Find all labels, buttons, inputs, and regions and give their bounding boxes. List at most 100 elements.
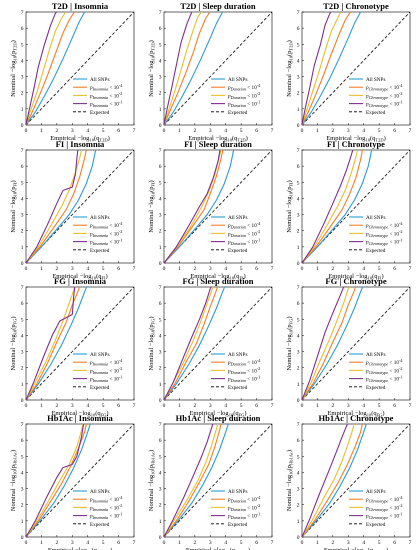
y-tick-label: 2 (21, 229, 24, 235)
legend-p: p (365, 514, 369, 520)
x-label-mid: (q (95, 410, 101, 417)
x-label-end: ) (382, 273, 384, 280)
series-line-all (302, 150, 373, 263)
x-label-sub: 10 (89, 138, 94, 143)
x-tick-label: 0 (25, 540, 28, 546)
data-lines (26, 424, 134, 537)
series-line-t1 (26, 287, 76, 400)
legend-p: p (365, 505, 369, 511)
expected-line (26, 287, 134, 400)
legend-cmp: < 10 (108, 360, 119, 366)
legend-label: pDuration < 10-4 (227, 221, 261, 230)
x-tick-label: 5 (240, 540, 243, 546)
legend-var: Chronotype (369, 507, 389, 512)
legend-cmp: < 10 (388, 497, 399, 503)
x-tick-label: 2 (193, 540, 196, 546)
legend-label: pDuration < 10-4 (227, 495, 261, 504)
legend-label: pInsomnia < 10-1 (89, 99, 122, 108)
y-tick-label: 3 (297, 350, 300, 356)
x-tick-label: 7 (133, 128, 136, 134)
y-tick-label: 0 (159, 123, 162, 129)
y-label-mid: (p (10, 324, 17, 329)
x-tick-label: 7 (271, 540, 274, 546)
legend-cmp: < 10 (108, 497, 119, 503)
x-label-sub2: FI (101, 276, 106, 281)
legend-p: p (365, 93, 369, 99)
y-label-sub2: FI (13, 182, 18, 187)
x-tick-label: 4 (86, 403, 89, 409)
legend-exp: -1 (119, 99, 123, 104)
x-label-mid: (q (234, 273, 240, 280)
x-tick-label: 7 (271, 266, 274, 272)
y-tick-label: 3 (21, 213, 24, 219)
y-label-end: ) (286, 40, 293, 42)
series-line-t2 (302, 12, 342, 125)
x-tick-label: 2 (55, 403, 58, 409)
series-line-t1 (26, 12, 58, 125)
x-tick-label: 7 (409, 540, 412, 546)
qq-panel-8: FG | Sleep duration 00 1 1 2 2 3 3 4 4 5 5 6 6 7 7 All S… (148, 276, 274, 418)
y-axis-label: Nominal −log10(pFG) (10, 316, 18, 370)
legend-var: Insomnia (92, 378, 109, 383)
expected-line (164, 424, 272, 537)
x-tick-label: 2 (331, 128, 334, 134)
y-tick-label: 2 (21, 91, 24, 97)
legend-label: pDuration < 10-1 (227, 237, 260, 246)
expected-line (302, 424, 410, 537)
x-label-mid: (q (372, 273, 378, 280)
legend-var: Duration (230, 499, 246, 504)
y-label-sub: 10 (289, 329, 294, 334)
x-label-end: ) (106, 410, 108, 417)
x-tick-label: 0 (163, 128, 166, 134)
series-line-t4 (164, 150, 224, 263)
x-label-sub: 10 (368, 276, 373, 281)
series-line-t4 (302, 424, 363, 537)
panel-title: T2D | Chronotype (323, 1, 389, 11)
y-tick-label: 0 (297, 535, 300, 541)
y-tick-label: 6 (21, 26, 24, 32)
x-tick-label: 0 (163, 266, 166, 272)
legend-exp: -1 (399, 374, 403, 379)
x-tick-label: 3 (209, 266, 212, 272)
x-label-main: Empirical −log (326, 135, 366, 142)
data-lines (164, 424, 272, 537)
legend-p: p (365, 240, 369, 246)
x-label-end: ) (246, 135, 248, 142)
legend-exp: -4 (399, 221, 403, 226)
y-tick-label: 3 (159, 487, 162, 493)
legend-label: pChronotype < 10-4 (365, 221, 403, 230)
y-axis-label: Nominal −log10(pT2D) (10, 40, 18, 97)
legend-label: Expected (90, 522, 110, 528)
legend-cmp: < 10 (388, 377, 399, 383)
legend-cmp: < 10 (388, 231, 399, 237)
qq-panel-11: Hb1Ac | Sleep duration 00 1 1 2 2 3 3 4 4 5 5 6 6 7 7 Al… (148, 413, 274, 550)
y-tick-label: 2 (297, 366, 300, 372)
legend-cmp: < 10 (388, 240, 399, 246)
x-tick-label: 2 (55, 266, 58, 272)
legend-cmp: < 10 (108, 505, 119, 511)
x-tick-label: 3 (71, 266, 74, 272)
legend-p: p (227, 240, 231, 246)
y-tick-label: 7 (159, 148, 162, 154)
y-tick-label: 7 (297, 285, 300, 291)
y-tick-label: 6 (297, 26, 300, 32)
y-label-mid: (p (148, 51, 155, 56)
legend-p: p (365, 223, 369, 229)
legend-cmp: < 10 (246, 223, 257, 229)
y-tick-label: 2 (159, 229, 162, 235)
y-axis-label: Nominal −log10(pHb1Ac) (286, 450, 294, 511)
legend-var: Insomnia (92, 507, 109, 512)
x-tick-label: 6 (393, 403, 396, 409)
y-label-mid: (p (148, 186, 155, 191)
legend-p: p (365, 377, 369, 383)
data-lines (164, 150, 272, 263)
legend-p: p (89, 85, 93, 91)
legend-label: All SNPs (90, 77, 109, 83)
data-lines (302, 150, 410, 263)
x-axis-label: Empirical −log10(qFG) (51, 410, 108, 418)
legend-cmp: < 10 (388, 223, 399, 229)
series-line-t1 (164, 150, 221, 263)
